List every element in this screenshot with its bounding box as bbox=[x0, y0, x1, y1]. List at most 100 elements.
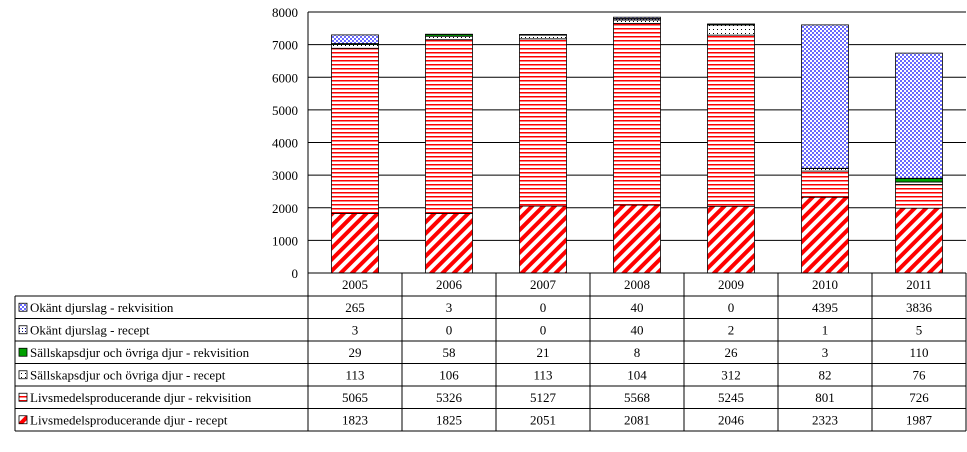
bar-segment-2006-s1 bbox=[425, 39, 473, 214]
legend-entry: Livsmedelsproducerande djur - recept bbox=[30, 412, 228, 427]
y-axis: 0 1000 2000 3000 4000 5000 6000 7000 8000 bbox=[272, 5, 966, 281]
data-label: 0 bbox=[540, 300, 547, 315]
data-label: 76 bbox=[913, 367, 927, 382]
bar-segment-2008-s1 bbox=[613, 23, 661, 206]
data-label: 82 bbox=[819, 367, 832, 382]
legend-key bbox=[18, 347, 28, 357]
data-label: 265 bbox=[345, 300, 365, 315]
y-tick-label: 6000 bbox=[272, 70, 298, 85]
y-tick-label: 0 bbox=[292, 266, 299, 281]
bar-segment-2006-s0 bbox=[425, 213, 473, 274]
data-label: 26 bbox=[725, 345, 739, 360]
table-row: Livsmedelsproducerande djur - recept 1823… bbox=[18, 412, 933, 427]
bar-segment-2007-s2 bbox=[519, 34, 567, 40]
legend-entry: Okänt djurslag - recept bbox=[30, 322, 150, 337]
x-tick-label: 2010 bbox=[812, 277, 838, 292]
data-label: 113 bbox=[533, 367, 552, 382]
bar-segment-2008-s2 bbox=[613, 19, 661, 24]
bar-segment-2009-s1 bbox=[707, 34, 755, 207]
x-tick-label: 2009 bbox=[718, 277, 744, 292]
data-label: 5127 bbox=[530, 390, 557, 405]
data-label: 0 bbox=[728, 300, 735, 315]
data-label: 113 bbox=[345, 367, 364, 382]
table-row: Sällskapsdjur och övriga djur - recept 11… bbox=[18, 367, 927, 382]
table-row: Okänt djurslag - rekvisition 265 3 0 40 0 4395… bbox=[18, 300, 933, 315]
bar-segment-2009-s2 bbox=[707, 24, 755, 36]
data-label: 110 bbox=[909, 345, 928, 360]
bar-segment-2007-s1 bbox=[519, 38, 567, 207]
data-label: 3 bbox=[822, 345, 829, 360]
data-label: 5065 bbox=[342, 390, 368, 405]
table-row: Sällskapsdjur och övriga djur - rekvisit… bbox=[18, 345, 929, 360]
bar-segment-2005-s2 bbox=[331, 44, 379, 49]
bar-segment-2010-s2 bbox=[801, 168, 849, 172]
y-tick-label: 1000 bbox=[272, 233, 298, 248]
legend-key bbox=[18, 370, 28, 380]
data-label: 106 bbox=[439, 367, 459, 382]
data-label: 5568 bbox=[624, 390, 650, 405]
data-label: 58 bbox=[443, 345, 456, 360]
x-tick-label: 2007 bbox=[530, 277, 557, 292]
data-label: 29 bbox=[349, 345, 362, 360]
table-row: Okänt djurslag - recept 3 0 0 40 2 1 5 bbox=[18, 322, 923, 337]
x-tick-label: 2011 bbox=[906, 277, 932, 292]
bar-segment-2008-s5 bbox=[613, 16, 661, 19]
data-label: 0 bbox=[446, 322, 453, 337]
y-tick-label: 4000 bbox=[272, 136, 298, 151]
bar-segment-2005-s1 bbox=[331, 47, 379, 214]
y-tick-label: 8000 bbox=[272, 5, 298, 20]
x-tick-label: 2005 bbox=[342, 277, 368, 292]
x-tick-label: 2008 bbox=[624, 277, 650, 292]
bar-segment-2011-s0 bbox=[895, 207, 943, 274]
data-label: 2046 bbox=[718, 412, 745, 427]
data-label: 1987 bbox=[906, 412, 933, 427]
bar-segment-2010-s0 bbox=[801, 196, 849, 274]
data-label: 3 bbox=[352, 322, 359, 337]
data-label: 3 bbox=[446, 300, 453, 315]
data-label: 726 bbox=[909, 390, 929, 405]
data-label: 312 bbox=[721, 367, 741, 382]
legend-key bbox=[18, 392, 28, 402]
y-tick-label: 5000 bbox=[272, 103, 298, 118]
data-label: 5 bbox=[916, 322, 923, 337]
data-label: 1823 bbox=[342, 412, 368, 427]
y-tick-label: 2000 bbox=[272, 201, 298, 216]
bar-segment-2011-s1 bbox=[895, 184, 943, 209]
bar-segment-2010-s1 bbox=[801, 170, 849, 198]
data-label: 104 bbox=[627, 367, 647, 382]
bar-segment-2005-s5 bbox=[331, 34, 379, 44]
bar-segment-2010-s5 bbox=[801, 24, 849, 169]
legend-key bbox=[18, 415, 28, 425]
bar-segment-2008-s0 bbox=[613, 204, 661, 274]
bar-segment-2006-s2 bbox=[425, 35, 473, 41]
legend-entry: Okänt djurslag - rekvisition bbox=[30, 300, 174, 315]
table-row: Livsmedelsproducerande djur - rekvisitio… bbox=[18, 390, 929, 405]
data-label: 5326 bbox=[436, 390, 463, 405]
data-label: 8 bbox=[634, 345, 641, 360]
bar-segment-2007-s3 bbox=[519, 34, 567, 36]
data-label: 0 bbox=[540, 322, 547, 337]
data-label: 40 bbox=[631, 300, 644, 315]
legend-entry: Livsmedelsproducerande djur - rekvisitio… bbox=[30, 390, 252, 405]
bar-segment-2011-s3 bbox=[895, 178, 943, 183]
data-label: 4395 bbox=[812, 300, 838, 315]
data-label: 801 bbox=[815, 390, 835, 405]
data-label: 40 bbox=[631, 322, 644, 337]
legend-key bbox=[18, 302, 28, 312]
bars bbox=[331, 16, 943, 274]
data-label: 2323 bbox=[812, 412, 838, 427]
data-label: 1825 bbox=[436, 412, 462, 427]
data-label: 2 bbox=[728, 322, 735, 337]
legend-key bbox=[18, 325, 28, 335]
data-label: 5245 bbox=[718, 390, 744, 405]
data-label: 21 bbox=[537, 345, 550, 360]
x-tick-label: 2006 bbox=[436, 277, 463, 292]
bar-segment-2005-s0 bbox=[331, 213, 379, 274]
legend-entry: Sällskapsdjur och övriga djur - recept bbox=[30, 367, 226, 382]
data-label: 3836 bbox=[906, 300, 933, 315]
bar-segment-2007-s0 bbox=[519, 205, 567, 274]
y-tick-label: 7000 bbox=[272, 38, 298, 53]
data-label: 1 bbox=[822, 322, 829, 337]
